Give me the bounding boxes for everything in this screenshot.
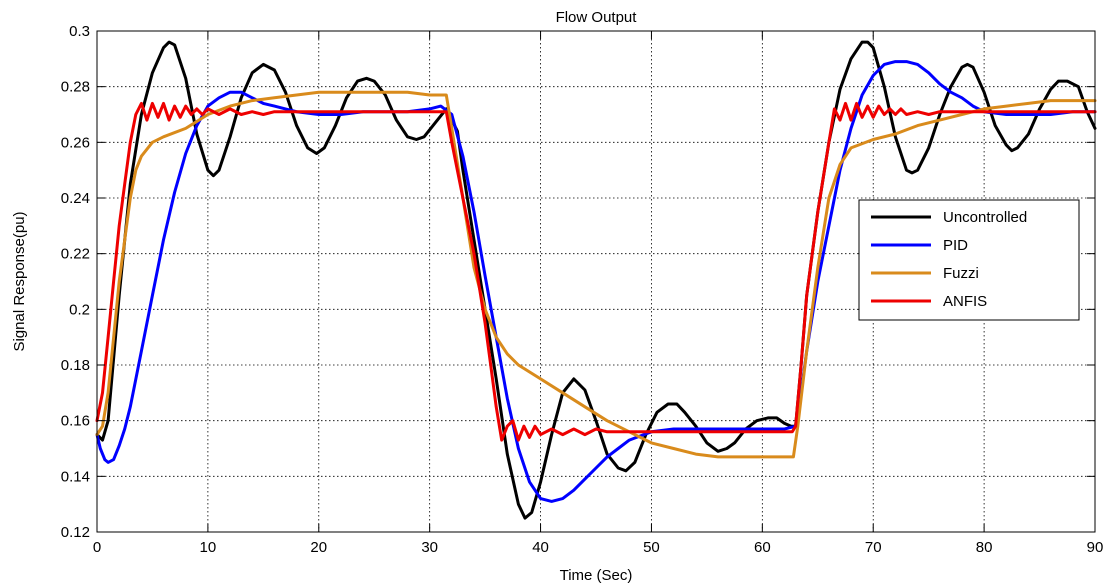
x-tick-label: 20	[310, 539, 327, 556]
y-tick-label: 0.3	[69, 23, 90, 40]
plot-frame	[96, 30, 1096, 533]
series-line-pid	[95, 60, 1097, 503]
x-tick-label: 0	[93, 539, 101, 556]
y-tick-label: 0.22	[61, 246, 90, 263]
chart-title: Flow Output	[556, 9, 638, 26]
x-tick-label: 50	[643, 539, 660, 556]
x-tick-label: 30	[421, 539, 438, 556]
y-tick-label: 0.2	[69, 301, 90, 318]
series-line-anfis	[95, 101, 1097, 442]
y-tick-label: 0.16	[61, 413, 90, 430]
legend: Uncontrolled PID Fuzzi ANFIS	[858, 199, 1080, 321]
series-lines	[95, 40, 1097, 520]
y-axis-title: Signal Response(pu)	[11, 211, 28, 351]
x-tick-label: 90	[1087, 539, 1104, 556]
axis-ticks: 0 10 20 30 40 50 60 70 80 90 0.12 0.14 0.16 0.18 0.2 0.…	[61, 23, 1104, 556]
y-tick-label: 0.26	[61, 134, 90, 151]
y-tick-label: 0.18	[61, 357, 90, 374]
x-tick-label: 60	[754, 539, 771, 556]
x-tick-label: 70	[865, 539, 882, 556]
legend-label: ANFIS	[943, 293, 987, 310]
x-tick-label: 80	[976, 539, 993, 556]
x-tick-label: 40	[532, 539, 549, 556]
legend-label: Uncontrolled	[943, 209, 1027, 226]
series-line-fuzzi	[95, 90, 1097, 459]
y-tick-label: 0.28	[61, 79, 90, 96]
y-tick-label: 0.24	[61, 190, 90, 207]
x-axis-title: Time (Sec)	[560, 567, 633, 584]
grid-lines	[97, 31, 1095, 532]
legend-label: PID	[943, 237, 968, 254]
y-tick-label: 0.12	[61, 524, 90, 541]
series-line-uncontrolled	[95, 40, 1097, 520]
legend-label: Fuzzi	[943, 265, 979, 282]
x-tick-label: 10	[200, 539, 217, 556]
y-tick-label: 0.14	[61, 468, 90, 485]
